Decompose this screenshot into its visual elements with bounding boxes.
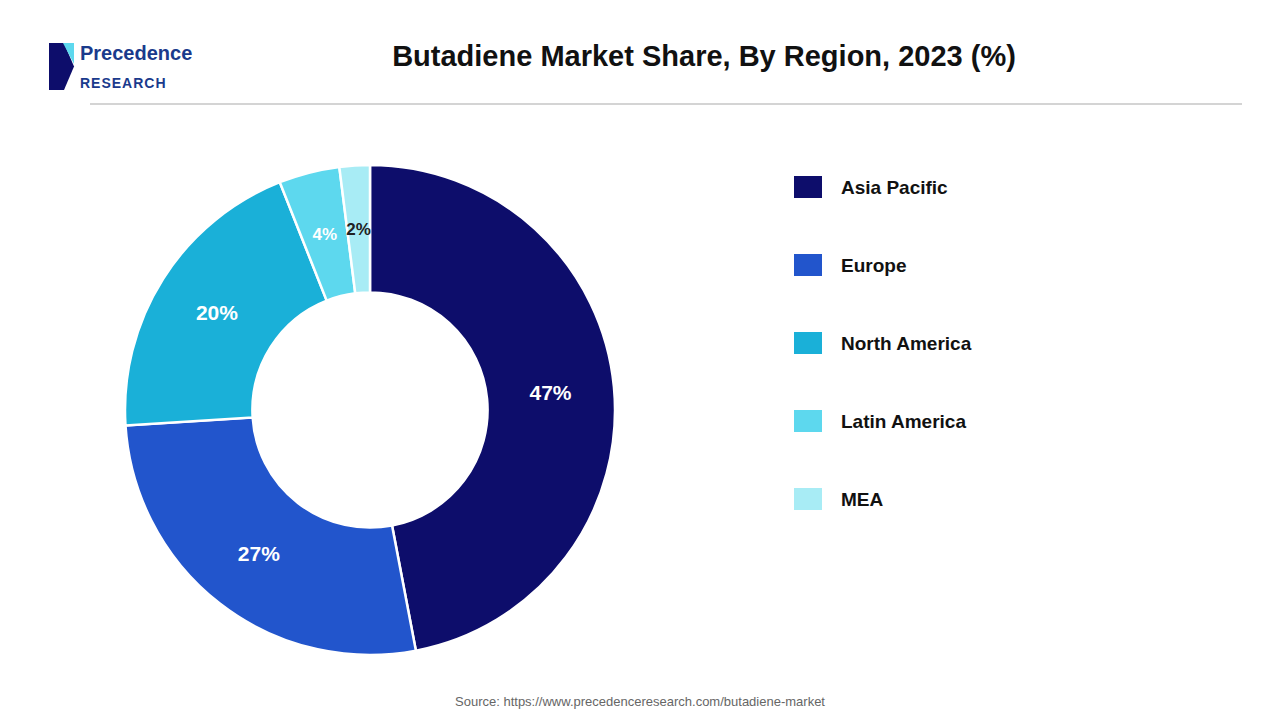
data-label: 27% bbox=[238, 542, 280, 565]
logo: Precedence bbox=[49, 42, 192, 90]
legend-label: Asia Pacific bbox=[841, 177, 948, 198]
wedge bbox=[125, 417, 415, 655]
wedge bbox=[339, 165, 370, 293]
data-labels: 47% 27% 20% 4% 2% bbox=[196, 220, 572, 565]
background bbox=[0, 0, 1280, 720]
wedges bbox=[125, 165, 615, 655]
chart-container: Butadiene Market Share, By Region, 2023 … bbox=[0, 0, 1280, 720]
data-label: 47% bbox=[529, 381, 571, 404]
chart: Butadiene Market Share, By Region, 2023 … bbox=[0, 0, 1280, 720]
wedge bbox=[370, 165, 615, 651]
logo-text: Precedence bbox=[80, 42, 192, 64]
legend: Asia Pacific Europe North America Latin Ame… bbox=[794, 176, 972, 510]
source: Source: https://www.precedenceresearch.c… bbox=[455, 694, 825, 709]
legend-label: North America bbox=[841, 333, 972, 354]
legend-swatch bbox=[794, 332, 822, 354]
data-label: 20% bbox=[196, 301, 238, 324]
legend-label: MEA bbox=[841, 489, 884, 510]
legend-label: Latin America bbox=[841, 411, 966, 432]
legend-label: Europe bbox=[841, 255, 906, 276]
legend-swatch bbox=[794, 488, 822, 510]
logo-subtext: RESEARCH bbox=[80, 75, 167, 91]
logo-icon-accent bbox=[63, 43, 74, 64]
logo-icon bbox=[49, 43, 74, 90]
title: Butadiene Market Share, By Region, 2023 … bbox=[392, 40, 1016, 72]
title-rule bbox=[90, 103, 1242, 104]
data-label: 2% bbox=[346, 220, 371, 239]
legend-swatch bbox=[794, 176, 822, 198]
legend-swatch bbox=[794, 254, 822, 276]
data-label: 4% bbox=[313, 225, 338, 244]
legend-swatch bbox=[794, 410, 822, 432]
